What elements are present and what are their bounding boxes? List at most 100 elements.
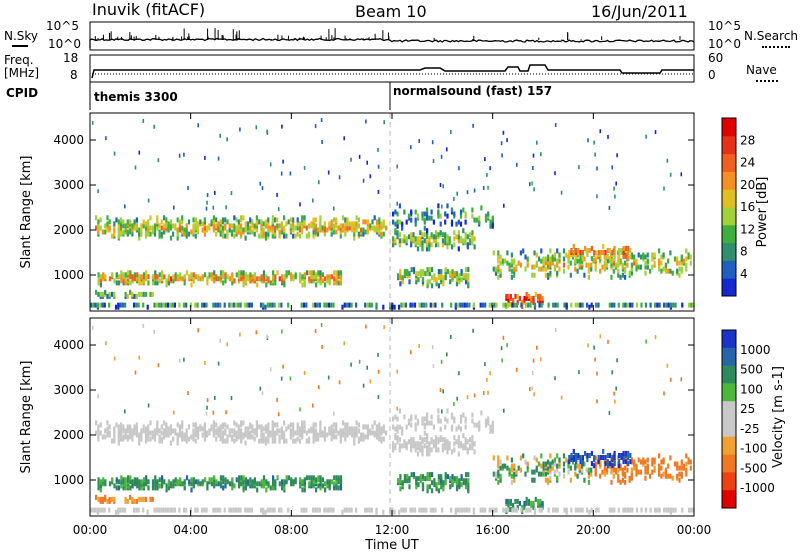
velocity-cell: [558, 457, 561, 463]
velocity-cell: [669, 507, 672, 513]
power-cell: [450, 207, 454, 213]
power-cell: [162, 302, 165, 308]
velocity-cell: [173, 410, 175, 415]
power-cell: [219, 225, 222, 231]
power-cell: [461, 302, 464, 308]
power-cell: [299, 202, 301, 207]
power-cell: [646, 252, 649, 258]
power-cell: [392, 211, 395, 217]
velocity-cell: [308, 475, 311, 481]
power-colorbar-tick: 24: [740, 156, 755, 170]
power-cell: [441, 302, 444, 308]
power-cell: [178, 302, 181, 308]
power-cell: [538, 302, 541, 308]
power-cell: [215, 223, 218, 229]
power-cell: [187, 231, 191, 237]
velocity-cell: [542, 471, 545, 477]
power-cell: [151, 280, 155, 286]
velocity-cell: [222, 475, 225, 481]
power-cell: [173, 302, 176, 308]
power-cell: [242, 215, 245, 221]
power-cell: [369, 223, 372, 229]
power-cell: [246, 225, 249, 231]
power-cell: [289, 217, 292, 223]
power-cell: [513, 258, 516, 264]
power-cell: [554, 123, 557, 127]
velocity-cell: [133, 498, 136, 504]
power-cell: [532, 166, 534, 170]
power-cell: [440, 269, 443, 275]
power-cell: [222, 280, 225, 286]
power-cell: [563, 302, 566, 308]
velocity-cell: [506, 343, 508, 348]
velocity-cell: [117, 438, 120, 444]
power-cell: [129, 219, 132, 225]
velocity-cell: [517, 465, 520, 471]
power-cell: [124, 204, 126, 209]
velocity-cell: [547, 459, 550, 465]
velocity-cell: [524, 459, 527, 465]
power-cell: [612, 268, 615, 274]
velocity-cell: [178, 507, 181, 513]
velocity-cell: [147, 424, 150, 430]
power-cell: [249, 272, 252, 278]
velocity-cell: [259, 386, 262, 391]
power-cell: [400, 302, 403, 308]
velocity-cell: [153, 329, 155, 334]
power-cell: [262, 276, 266, 282]
velocity-cell: [330, 479, 333, 485]
velocity-cell: [289, 376, 292, 381]
power-cell: [153, 223, 157, 229]
velocity-cell: [217, 361, 220, 366]
power-cell: [176, 217, 179, 223]
velocity-cell: [199, 481, 202, 487]
power-cell: [131, 231, 134, 237]
velocity-cell: [260, 438, 263, 444]
power-cell: [233, 223, 236, 229]
velocity-cell: [171, 507, 174, 513]
velocity-cell: [131, 496, 134, 502]
velocity-cell: [608, 453, 612, 458]
velocity-cell: [586, 453, 589, 458]
power-cell: [228, 227, 231, 233]
velocity-cell: [97, 434, 100, 440]
power-cell: [594, 250, 597, 256]
power-cell: [658, 258, 661, 264]
velocity-cell: [453, 416, 456, 422]
velocity-cell: [169, 440, 172, 446]
velocity-cell: [394, 433, 397, 439]
velocity-cell: [506, 465, 509, 471]
power-cell: [167, 280, 170, 286]
velocity-cell: [244, 477, 247, 483]
velocity-cell: [196, 507, 199, 513]
power-cell: [287, 302, 290, 308]
velocity-cell: [459, 426, 463, 432]
power-cell: [585, 262, 588, 268]
power-cell: [97, 280, 100, 286]
velocity-cell: [185, 475, 189, 481]
velocity-cell: [525, 500, 528, 506]
velocity-cell: [551, 459, 554, 465]
power-cell: [646, 258, 649, 264]
power-cell: [410, 145, 412, 150]
power-cell: [520, 302, 523, 308]
power-cell: [122, 272, 125, 278]
power-cell: [417, 271, 420, 277]
power-cell: [370, 302, 374, 308]
velocity-cell: [516, 367, 518, 372]
power-cell: [409, 302, 412, 308]
velocity-cell: [201, 479, 204, 485]
velocity-cell: [396, 406, 398, 411]
velocity-cell: [122, 477, 125, 483]
y-tick-label: 1000: [53, 473, 84, 487]
power-cell: [688, 302, 691, 308]
velocity-cell: [260, 479, 263, 485]
power-cell: [667, 302, 670, 308]
power-cell: [510, 268, 513, 274]
velocity-cell: [371, 424, 374, 430]
velocity-cell: [615, 386, 617, 391]
power-cell: [341, 215, 345, 221]
power-cell: [206, 225, 209, 231]
velocity-cell: [274, 479, 277, 485]
velocity-cell: [312, 422, 315, 428]
